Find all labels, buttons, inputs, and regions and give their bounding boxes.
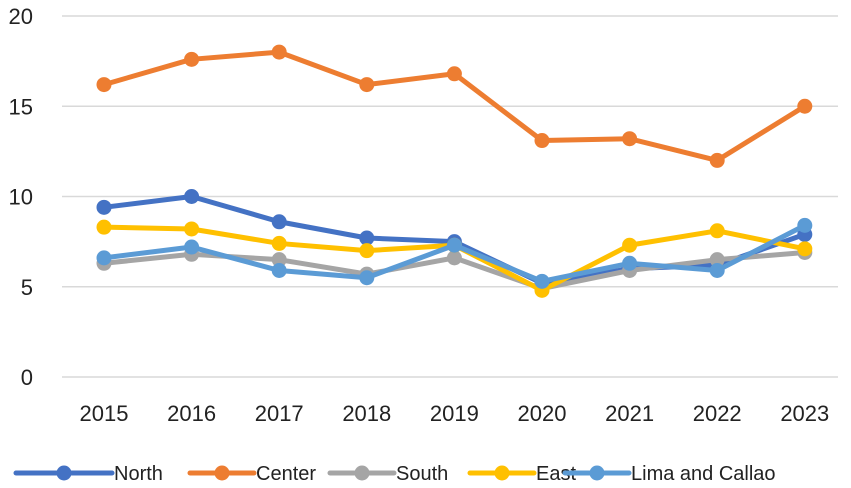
- data-point-center-2021: [622, 131, 638, 147]
- legend-label-north: North: [114, 463, 163, 485]
- x-tick-label-2023: 2023: [780, 401, 829, 426]
- legend-swatch-marker-lima-and-callao: [589, 465, 605, 481]
- legend-label-east: East: [536, 463, 576, 485]
- legend-item-north: North: [13, 463, 163, 485]
- y-axis-tick-labels: 0 5 10 15 20: [9, 4, 33, 390]
- x-tick-label-2015: 2015: [80, 401, 129, 426]
- data-point-lima-and-callao-2015: [96, 250, 112, 266]
- legend-label-south: South: [396, 463, 448, 485]
- data-point-east-2022: [709, 223, 725, 239]
- data-point-east-2016: [184, 221, 200, 237]
- y-tick-label-0: 0: [21, 365, 33, 390]
- legend-item-east: East: [467, 463, 576, 485]
- data-point-center-2017: [271, 44, 287, 60]
- legend-swatch-marker-south: [354, 465, 370, 481]
- data-point-lima-and-callao-2016: [184, 239, 200, 255]
- data-point-lima-and-callao-2021: [622, 255, 638, 271]
- x-axis-tick-labels: 2015 2016 2017 2018 2019 2020 2021 2022 2023: [80, 401, 830, 426]
- data-point-east-2023: [797, 241, 813, 257]
- data-point-center-2020: [534, 133, 550, 149]
- x-tick-label-2021: 2021: [605, 401, 654, 426]
- legend-label-center: Center: [256, 463, 316, 485]
- data-point-north-2016: [184, 189, 200, 204]
- series-center: [96, 44, 813, 168]
- y-tick-label-10: 10: [9, 185, 33, 210]
- data-point-north-2015: [96, 199, 112, 215]
- data-point-east-2015: [96, 219, 112, 235]
- data-point-south-2019: [446, 250, 462, 266]
- legend-swatch-marker-north: [56, 465, 72, 481]
- data-point-lima-and-callao-2019: [446, 237, 462, 253]
- x-tick-label-2022: 2022: [693, 401, 742, 426]
- y-tick-label-15: 15: [9, 94, 33, 119]
- x-tick-label-2020: 2020: [518, 401, 567, 426]
- data-point-east-2017: [271, 235, 287, 251]
- data-point-south-2017: [271, 252, 287, 268]
- legend: North Center South East Lima and Callao: [13, 463, 776, 485]
- data-point-center-2019: [446, 66, 462, 82]
- data-point-south-2022: [709, 252, 725, 268]
- x-tick-label-2018: 2018: [342, 401, 391, 426]
- data-point-lima-and-callao-2022: [709, 263, 725, 279]
- data-point-center-2022: [709, 152, 725, 168]
- data-point-center-2018: [359, 77, 375, 93]
- data-point-lima-and-callao-2017: [271, 263, 287, 279]
- legend-item-south: South: [327, 463, 448, 485]
- data-point-east-2021: [622, 237, 638, 253]
- legend-swatch-marker-east: [494, 465, 510, 481]
- legend-item-center: Center: [187, 463, 316, 485]
- data-point-center-2015: [96, 77, 112, 93]
- x-tick-label-2016: 2016: [167, 401, 216, 426]
- series-lima-and-callao: [96, 217, 813, 289]
- data-point-north-2017: [271, 214, 287, 230]
- legend-swatch-marker-center: [214, 465, 230, 481]
- data-point-lima-and-callao-2023: [797, 217, 813, 233]
- data-point-center-2016: [184, 51, 200, 67]
- data-point-lima-and-callao-2018: [359, 270, 375, 286]
- data-point-center-2023: [797, 98, 813, 114]
- x-tick-label-2019: 2019: [430, 401, 479, 426]
- x-tick-label-2017: 2017: [255, 401, 304, 426]
- data-point-east-2018: [359, 243, 375, 259]
- y-tick-label-5: 5: [21, 275, 33, 300]
- legend-label-lima-and-callao: Lima and Callao: [631, 463, 776, 485]
- series-lines: [96, 44, 813, 298]
- data-point-north-2018: [359, 230, 375, 246]
- y-tick-label-20: 20: [9, 4, 33, 29]
- legend-item-lima-and-callao: Lima and Callao: [562, 463, 776, 485]
- data-point-lima-and-callao-2020: [534, 273, 550, 289]
